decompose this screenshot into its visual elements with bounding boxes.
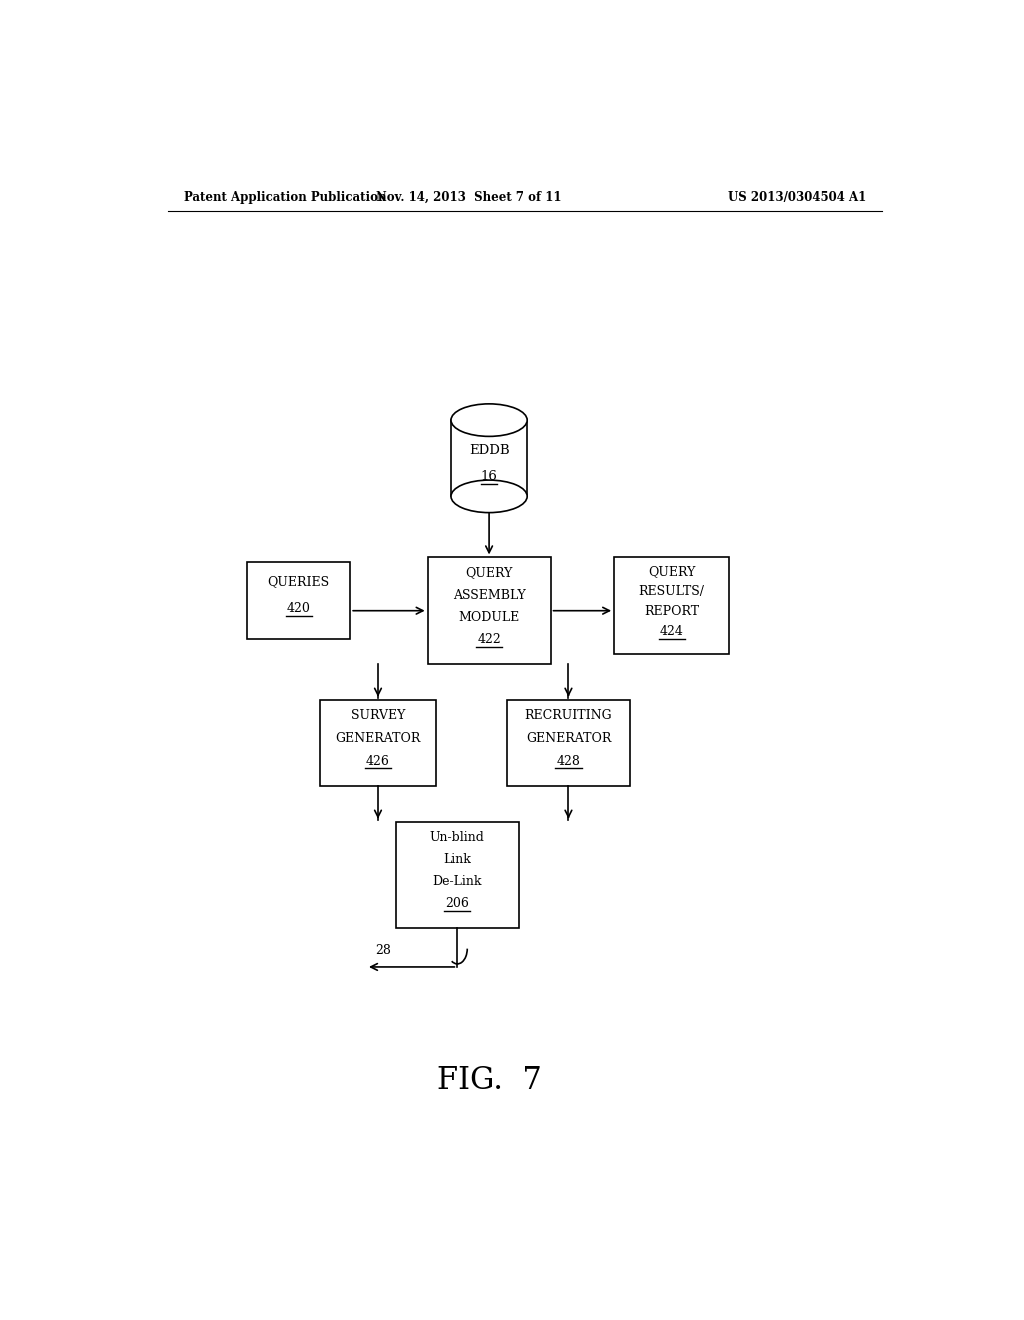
Text: Nov. 14, 2013  Sheet 7 of 11: Nov. 14, 2013 Sheet 7 of 11 — [377, 190, 562, 203]
Text: RECRUITING: RECRUITING — [524, 709, 612, 722]
Ellipse shape — [451, 404, 527, 437]
Text: De-Link: De-Link — [432, 875, 482, 888]
Text: MODULE: MODULE — [459, 611, 520, 624]
Bar — [321, 700, 435, 785]
Text: 422: 422 — [477, 634, 501, 645]
Text: Un-blind: Un-blind — [430, 830, 484, 843]
Text: 16: 16 — [480, 470, 498, 483]
Text: 424: 424 — [659, 626, 684, 639]
Text: QUERY: QUERY — [648, 565, 695, 578]
Bar — [428, 557, 551, 664]
Text: ASSEMBLY: ASSEMBLY — [453, 589, 525, 602]
Text: EDDB: EDDB — [469, 444, 509, 457]
Text: REPORT: REPORT — [644, 605, 699, 618]
Text: SURVEY: SURVEY — [351, 709, 406, 722]
Bar — [614, 557, 729, 653]
Bar — [507, 700, 630, 785]
Bar — [396, 821, 519, 928]
Text: 420: 420 — [287, 602, 310, 615]
Text: FIG.  7: FIG. 7 — [436, 1065, 542, 1096]
Text: QUERIES: QUERIES — [267, 576, 330, 587]
Text: 428: 428 — [556, 755, 581, 767]
Text: US 2013/0304504 A1: US 2013/0304504 A1 — [728, 190, 866, 203]
Text: GENERATOR: GENERATOR — [525, 731, 611, 744]
Bar — [247, 562, 350, 639]
Text: RESULTS/: RESULTS/ — [639, 585, 705, 598]
Ellipse shape — [451, 480, 527, 512]
Text: Link: Link — [443, 853, 471, 866]
Text: 426: 426 — [366, 755, 390, 767]
Text: 28: 28 — [376, 944, 391, 957]
Bar — [451, 420, 527, 496]
Text: Patent Application Publication: Patent Application Publication — [183, 190, 386, 203]
Text: 206: 206 — [445, 898, 469, 911]
Text: QUERY: QUERY — [465, 566, 513, 579]
Text: GENERATOR: GENERATOR — [335, 731, 421, 744]
